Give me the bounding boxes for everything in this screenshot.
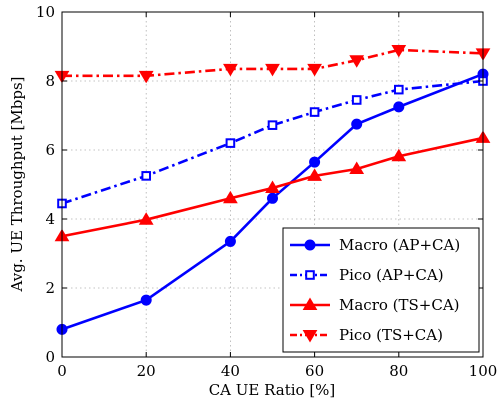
data-point [224, 235, 236, 247]
legend-item: Macro (AP+CA) [290, 236, 460, 254]
data-point [265, 63, 280, 77]
data-point [394, 84, 404, 95]
data-point [309, 107, 320, 117]
legend-label: Macro (TS+CA) [339, 296, 460, 314]
data-point [223, 63, 238, 77]
series-line [61, 79, 484, 205]
data-point [351, 118, 363, 130]
x-axis-label: CA UE Ratio [%] [209, 381, 336, 399]
data-point [349, 55, 365, 68]
x-tick-label: 0 [57, 362, 67, 380]
data-point [225, 138, 236, 148]
legend-marker [302, 297, 318, 310]
data-point [141, 171, 151, 181]
y-tick-label: 4 [45, 210, 55, 228]
y-axis-label: Avg. UE Throughput [Mbps] [8, 76, 26, 292]
ticks: 0 20 40 60 80 100 0 2 4 6 8 10 [36, 3, 497, 380]
data-point [140, 294, 152, 306]
data-point [307, 63, 322, 77]
data-point [223, 190, 238, 204]
series-3 [54, 44, 491, 84]
y-tick-label: 6 [45, 141, 55, 159]
series-line [61, 72, 484, 331]
data-point [265, 180, 280, 193]
data-point [391, 148, 407, 162]
y-tick-label: 8 [45, 72, 55, 90]
data-point [138, 212, 154, 225]
legend-item: Pico (TS+CA) [290, 326, 443, 344]
data-point [267, 120, 278, 130]
plot-frame [61, 11, 484, 358]
series-0 [56, 68, 489, 335]
legend-item: Macro (TS+CA) [290, 296, 460, 314]
legend: Macro (AP+CA) Pico (AP+CA) Macro (TS+CA) Pi… [282, 227, 480, 353]
data-point [391, 44, 407, 58]
legend-marker [305, 270, 315, 280]
data-point [393, 101, 405, 113]
data-point [267, 192, 278, 204]
y-tick-label: 10 [36, 3, 55, 21]
legend-marker [304, 239, 316, 251]
legend-label: Pico (AP+CA) [339, 266, 444, 284]
x-tick-label: 100 [469, 362, 498, 380]
legend-item: Pico (AP+CA) [290, 266, 444, 284]
legend-label: Pico (TS+CA) [339, 326, 443, 344]
data-point [138, 70, 154, 84]
data-point [307, 168, 322, 181]
series-line [61, 136, 484, 238]
legend-label: Macro (AP+CA) [339, 236, 460, 254]
series-layer [54, 44, 491, 335]
y-tick-label: 2 [45, 279, 55, 297]
x-tick-label: 80 [389, 362, 408, 380]
data-point [309, 156, 321, 168]
x-tick-label: 60 [305, 362, 324, 380]
legend-marker [302, 330, 318, 343]
y-tick-label: 0 [45, 348, 55, 366]
series-line [62, 48, 484, 78]
x-tick-label: 40 [221, 362, 240, 380]
data-point [351, 95, 362, 105]
x-tick-label: 20 [137, 362, 156, 380]
legend-box [282, 227, 480, 353]
data-point [349, 161, 365, 174]
